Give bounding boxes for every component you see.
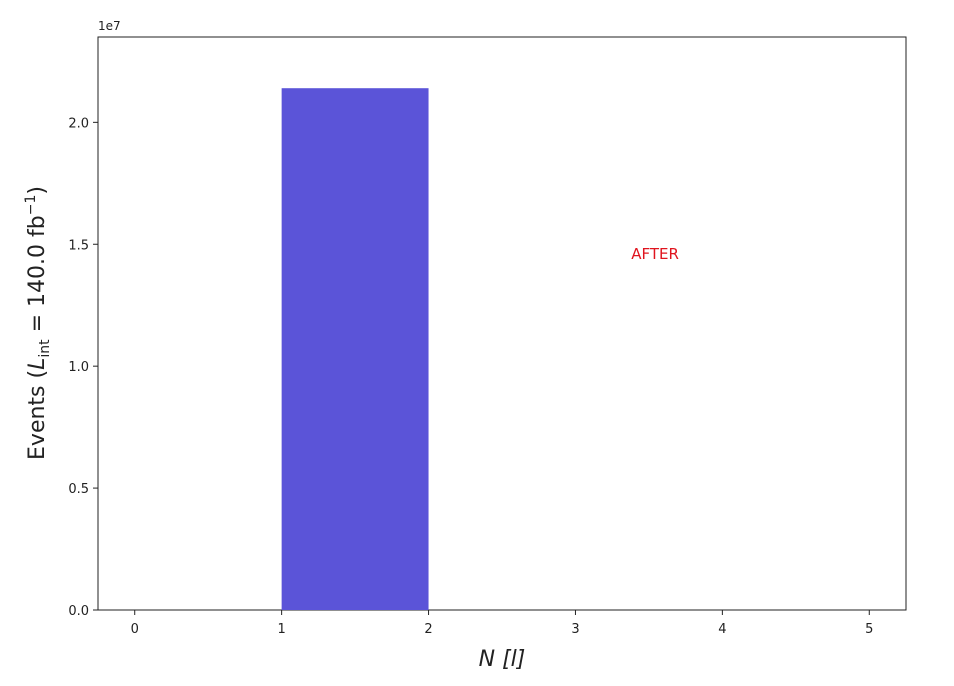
y-axis-ticks: 0.0 0.5 1.0 1.5 2.0 [68,116,98,619]
y-axis-label-l: L [25,358,50,370]
x-tick-label: 2 [424,622,432,637]
y-axis-label-sup: −1 [23,195,39,216]
y-tick-label: 0.0 [68,604,89,619]
x-axis-ticks: 0 1 2 3 4 5 [131,610,873,637]
after-annotation: AFTER [631,245,679,263]
y-offset-label: 1e7 [98,19,121,33]
x-tick-label: 4 [718,622,726,637]
x-tick-label: 5 [865,622,873,637]
y-tick-label: 1.0 [68,360,89,375]
x-tick-label: 1 [277,622,285,637]
x-axis-label: N [l] [479,647,526,672]
y-tick-label: 1.5 [68,238,89,253]
y-axis-label-suffix: ) [25,186,50,195]
bars-group [281,88,429,611]
histogram-bar-0 [281,88,429,611]
x-tick-label: 3 [571,622,579,637]
y-axis-label: Events (Lint = 140.0 fb−1) [23,186,53,460]
y-axis-label-prefix: Events ( [25,370,50,460]
y-axis-label-sub: int [37,339,53,358]
y-axis-label-mid: = 140.0 fb [25,215,50,339]
y-tick-label: 0.5 [68,482,89,497]
x-tick-label: 0 [131,622,139,637]
y-tick-label: 2.0 [68,116,89,131]
plot-frame [97,36,907,611]
